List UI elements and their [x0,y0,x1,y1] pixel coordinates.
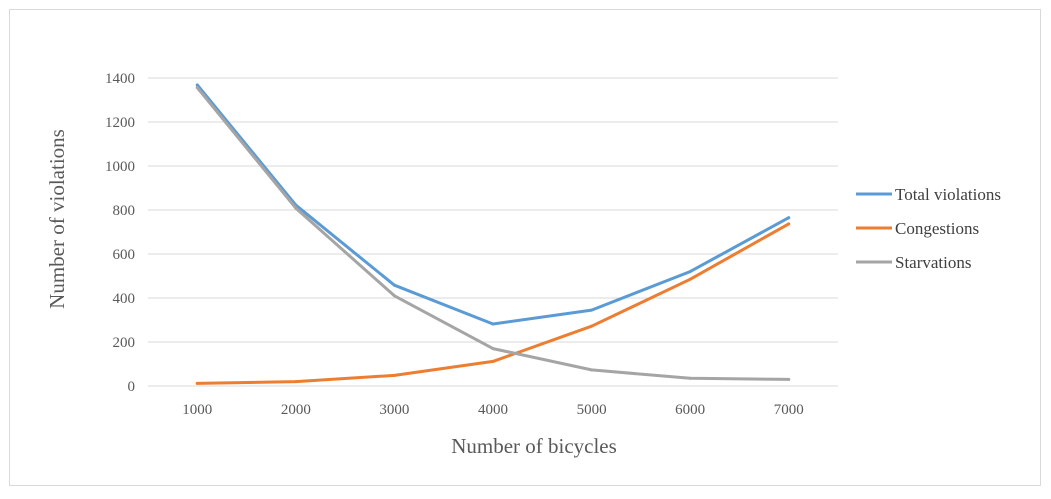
y-tick-label: 1400 [105,71,135,87]
x-tick-label: 3000 [379,402,409,418]
data-point [590,368,594,372]
data-point [195,83,199,87]
data-point [590,324,594,328]
data-point [688,277,692,281]
data-point [491,322,495,326]
series-line-total-violations [195,83,791,326]
data-point [688,376,692,380]
y-tick-label: 400 [113,291,136,307]
y-axis-title: Number of violations [45,129,69,309]
y-tick-label: 1200 [105,115,135,131]
legend: Total violations Congestions Starvations [856,185,1001,272]
data-point [491,347,495,351]
y-tick-label: 1000 [105,159,135,175]
data-point [392,283,396,287]
data-point [294,380,298,384]
data-point [787,377,791,381]
x-axis-tick-labels: 1000 2000 3000 4000 5000 6000 7000 [182,402,803,418]
data-point [787,222,791,226]
x-tick-label: 2000 [281,402,311,418]
series-line-congestions [195,222,791,385]
x-tick-label: 4000 [478,402,508,418]
y-tick-label: 200 [113,335,136,351]
y-tick-label: 800 [113,203,136,219]
y-tick-label: 0 [128,379,136,395]
data-point [195,381,199,385]
data-point [294,206,298,210]
chart-frame [9,9,1041,486]
series-lines [195,83,791,385]
data-point [392,373,396,377]
x-tick-label: 7000 [774,402,804,418]
data-point [787,216,791,220]
x-tick-label: 6000 [675,402,705,418]
data-point [392,294,396,298]
y-tick-label: 600 [113,247,136,263]
legend-label: Total violations [895,185,1001,204]
data-point [590,308,594,312]
data-point [195,86,199,90]
series-line-starvations [195,86,791,381]
x-axis-title: Number of bicycles [451,434,617,458]
legend-label: Congestions [895,219,979,238]
gridlines [148,77,838,387]
data-point [491,359,495,363]
x-tick-label: 1000 [182,402,212,418]
y-axis-tick-labels: 0 200 400 600 800 1000 1200 1400 [105,71,135,395]
x-tick-label: 5000 [577,402,607,418]
legend-label: Starvations [895,253,972,272]
data-point [688,270,692,274]
